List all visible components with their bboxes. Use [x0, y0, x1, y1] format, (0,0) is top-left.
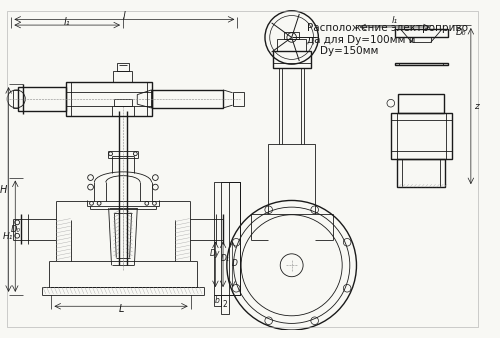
Bar — [272, 51, 310, 68]
Text: 2: 2 — [222, 300, 228, 309]
Bar — [284, 32, 300, 39]
Bar — [232, 92, 244, 106]
Text: D: D — [232, 259, 237, 268]
Text: H₁: H₁ — [3, 232, 13, 241]
Bar — [398, 159, 445, 187]
Bar — [394, 29, 448, 37]
Text: D₀: D₀ — [12, 224, 21, 234]
Bar — [268, 144, 316, 214]
Bar — [394, 63, 448, 65]
Bar — [278, 39, 306, 51]
Bar — [114, 71, 132, 82]
Bar — [221, 295, 229, 314]
Text: D₀: D₀ — [456, 28, 466, 37]
Bar — [221, 182, 240, 295]
Bar — [117, 63, 128, 71]
Bar — [18, 87, 66, 111]
Text: l: l — [122, 11, 126, 22]
Bar — [214, 295, 221, 306]
Text: L: L — [118, 304, 124, 314]
Text: D₁: D₁ — [220, 254, 230, 263]
Text: Расположение электроприво
да для Dy=100мм и
    Dy=150мм: Расположение электроприво да для Dy=100м… — [307, 23, 468, 56]
Bar — [398, 94, 444, 113]
Bar — [66, 82, 152, 116]
Bar — [229, 182, 240, 295]
Bar — [214, 182, 240, 295]
Bar — [152, 90, 223, 108]
Text: z: z — [474, 102, 478, 111]
Bar — [391, 113, 452, 159]
Text: Dy: Dy — [210, 249, 220, 258]
Text: l₁: l₁ — [64, 17, 70, 27]
Text: b: b — [215, 296, 220, 305]
Text: l₁: l₁ — [392, 16, 398, 25]
Text: H: H — [0, 185, 6, 195]
